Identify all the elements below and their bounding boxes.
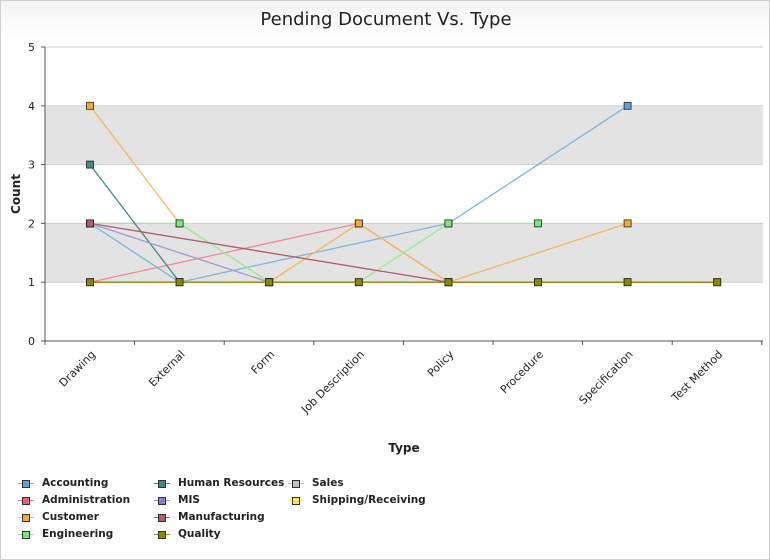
data-point xyxy=(86,101,94,110)
data-point xyxy=(444,219,453,228)
data-point xyxy=(175,278,184,287)
legend-label: Manufacturing xyxy=(178,511,265,523)
axes xyxy=(41,46,763,345)
series-line xyxy=(89,164,181,283)
series-line xyxy=(89,105,628,283)
legend-swatch xyxy=(292,480,300,488)
data-point xyxy=(623,101,632,110)
series-line xyxy=(89,222,270,283)
legend-label: Customer xyxy=(42,511,99,523)
data-point xyxy=(623,278,632,287)
plot-bands xyxy=(45,105,763,283)
legend-label: MIS xyxy=(178,494,200,506)
x-tick-label: External xyxy=(146,348,187,389)
y-tick-label: 1 xyxy=(28,276,35,289)
y-tick-label: 0 xyxy=(28,335,35,348)
data-point xyxy=(354,278,363,287)
y-axis-title: Count xyxy=(9,174,23,214)
series-line xyxy=(89,222,449,283)
legend-label: Shipping/Receiving xyxy=(312,494,426,506)
x-tick-labels: Drawing External Form Job Description Policy… xyxy=(57,348,726,417)
legend-swatch xyxy=(22,497,30,505)
legend-label: Quality xyxy=(178,528,221,540)
legend-swatch xyxy=(158,480,166,488)
legend: Accounting Administration Customer Engineer… xyxy=(18,476,452,546)
series-quality xyxy=(86,278,722,287)
legend-swatch xyxy=(22,480,30,488)
data-point xyxy=(713,278,722,287)
legend-label: Administration xyxy=(42,494,131,506)
x-tick-label: Policy xyxy=(425,348,457,380)
data-point xyxy=(175,219,184,228)
x-tick-label: Procedure xyxy=(498,348,546,396)
x-tick-label: Job Description xyxy=(298,348,367,417)
legend-label: Sales xyxy=(312,477,344,489)
y-tick-labels: 0 1 2 3 4 5 xyxy=(28,41,35,348)
data-point xyxy=(86,278,94,287)
chart-title: Pending Document Vs. Type xyxy=(260,9,512,30)
data-point xyxy=(534,278,542,287)
legend-label: Engineering xyxy=(42,528,114,540)
y-tick-label: 3 xyxy=(28,159,35,172)
data-point xyxy=(354,219,363,228)
x-tick-label: Drawing xyxy=(57,348,99,390)
data-point xyxy=(86,160,94,169)
legend-swatch xyxy=(22,514,30,522)
data-point xyxy=(444,278,453,287)
legend-swatch xyxy=(158,531,166,539)
data-point xyxy=(534,219,542,228)
x-tick-label: Specification xyxy=(577,348,636,407)
legend-label: Accounting xyxy=(42,477,109,489)
series-group xyxy=(86,101,722,287)
y-tick-label: 5 xyxy=(28,41,35,54)
x-axis-title: Type xyxy=(388,441,419,455)
x-tick-label: Form xyxy=(249,348,278,377)
legend-swatch xyxy=(158,497,166,505)
data-point xyxy=(265,278,274,287)
y-tick-label: 2 xyxy=(28,217,35,230)
legend-swatch xyxy=(158,514,166,522)
plot-band xyxy=(45,105,763,165)
legend-label: Human Resources xyxy=(178,477,285,489)
data-point xyxy=(623,219,632,228)
y-tick-label: 4 xyxy=(28,100,35,113)
legend-swatch xyxy=(22,531,30,539)
x-tick-label: Test Method xyxy=(668,348,725,405)
data-point xyxy=(86,219,94,228)
legend-swatch xyxy=(292,497,300,505)
